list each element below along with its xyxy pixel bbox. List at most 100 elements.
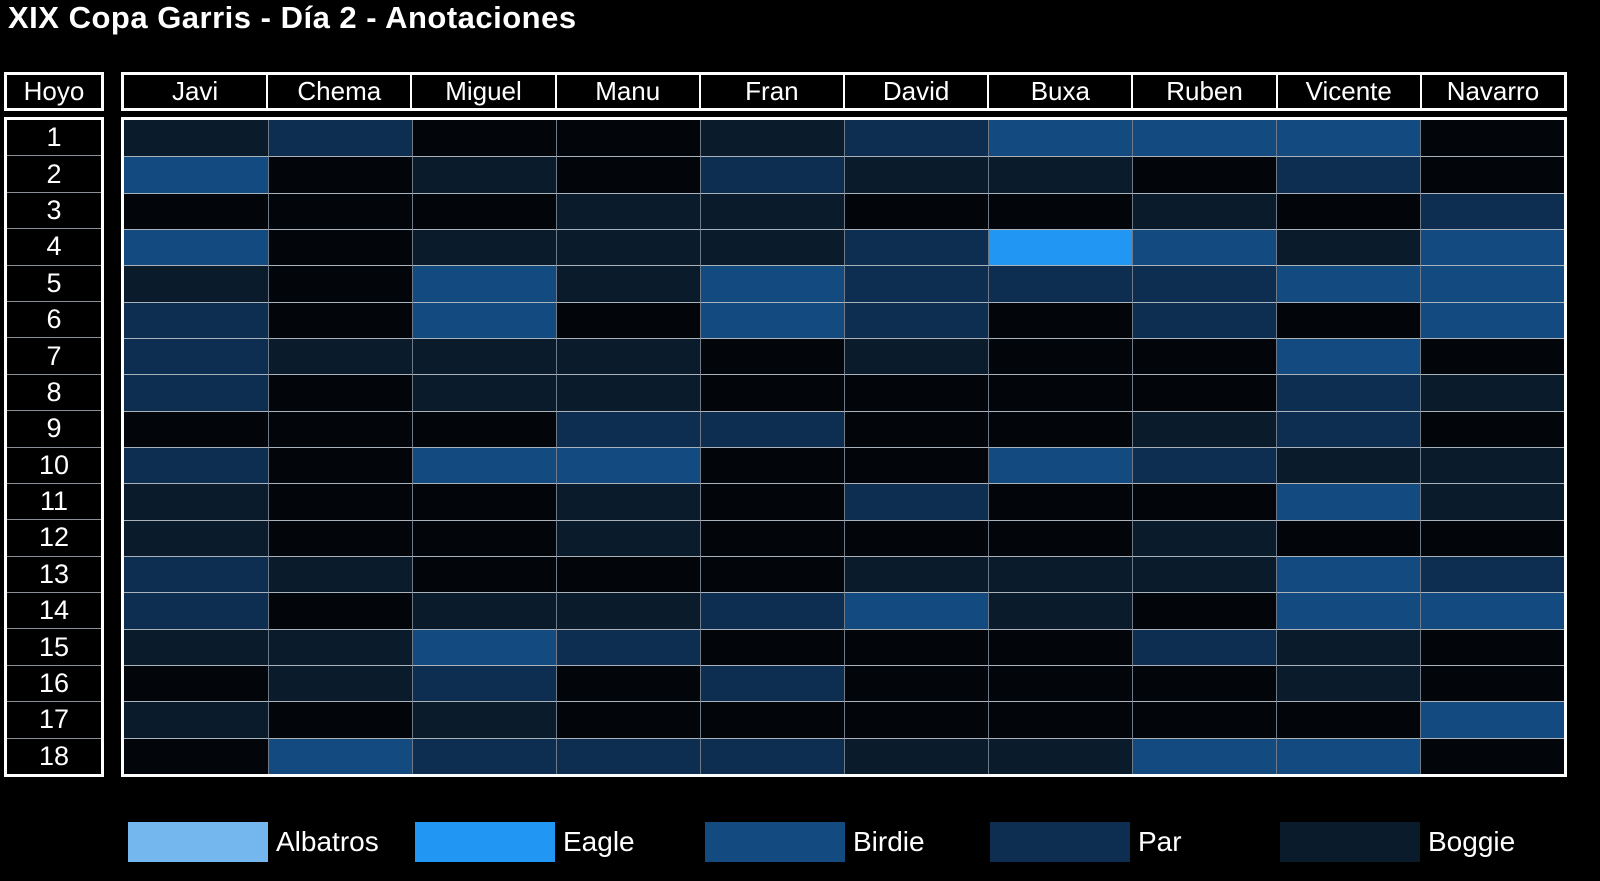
heatmap-cell — [1420, 120, 1564, 157]
heatmap-cell — [268, 628, 412, 665]
player-header-fran: Fran — [698, 75, 843, 108]
heatmap-cell — [124, 592, 268, 629]
heatmap-cell — [556, 301, 700, 338]
heatmap-cell — [268, 265, 412, 302]
heatmap-cell — [988, 156, 1132, 193]
heatmap-cell — [1276, 410, 1420, 447]
heatmap-cell — [988, 737, 1132, 774]
heatmap-cell — [412, 483, 556, 520]
legend-swatch-boggie — [1280, 822, 1420, 862]
heatmap-cell — [700, 628, 844, 665]
heatmap-cell — [1420, 483, 1564, 520]
heatmap-cell — [1132, 519, 1276, 556]
heatmap-cell — [1132, 592, 1276, 629]
heatmap-cell — [1276, 374, 1420, 411]
heatmap-cell — [124, 192, 268, 229]
player-header-david: David — [843, 75, 987, 108]
heatmap-cell — [988, 301, 1132, 338]
heatmap-cell — [268, 120, 412, 157]
heatmap-cell — [988, 592, 1132, 629]
heatmap-cell — [1132, 446, 1276, 484]
heatmap-cell — [844, 446, 988, 484]
heatmap-cell — [412, 301, 556, 338]
heatmap-cell — [844, 228, 988, 266]
legend-swatch-birdie — [705, 822, 845, 862]
heatmap-cell — [412, 555, 556, 593]
heatmap-cell — [412, 228, 556, 266]
heatmap-cell — [844, 737, 988, 774]
heatmap-cell — [268, 519, 412, 556]
heatmap-cell — [844, 156, 988, 193]
heatmap-cell — [700, 737, 844, 774]
heatmap-cell — [988, 519, 1132, 556]
heatmap-cell — [556, 156, 700, 193]
heatmap-cell — [1276, 337, 1420, 375]
player-header-navarro: Navarro — [1419, 75, 1564, 108]
heatmap-cell — [1420, 664, 1564, 702]
hole-label-18: 18 — [7, 737, 101, 774]
heatmap-cell — [844, 192, 988, 229]
heatmap-cell — [268, 156, 412, 193]
heatmap-cell — [1420, 192, 1564, 229]
heatmap-cell — [124, 265, 268, 302]
heatmap-cell — [1132, 301, 1276, 338]
legend-label: Eagle — [563, 826, 635, 857]
heatmap-cell — [1132, 337, 1276, 375]
player-header-miguel: Miguel — [410, 75, 554, 108]
heatmap-cell — [700, 410, 844, 447]
heatmap-cell — [700, 701, 844, 738]
heatmap-cell — [412, 446, 556, 484]
heatmap-cell — [1420, 228, 1564, 266]
heatmap-cell — [412, 519, 556, 556]
heatmap-cell — [124, 737, 268, 774]
heatmap-cell — [268, 555, 412, 593]
heatmap-cell — [1132, 192, 1276, 229]
hole-label-2: 2 — [7, 155, 101, 191]
page-title: XIX Copa Garris - Día 2 - Anotaciones — [8, 0, 577, 35]
heatmap-cell — [988, 192, 1132, 229]
heatmap-cell — [988, 374, 1132, 411]
hole-label-13: 13 — [7, 555, 101, 592]
heatmap-cell — [844, 664, 988, 702]
heatmap-cell — [412, 156, 556, 193]
heatmap-cell — [1132, 228, 1276, 266]
heatmap-cell — [124, 701, 268, 738]
legend-swatch-eagle — [415, 822, 555, 862]
heatmap-cell — [124, 228, 268, 266]
heatmap-cell — [124, 337, 268, 375]
legend-swatch-par — [990, 822, 1130, 862]
heatmap-cell — [556, 192, 700, 229]
hole-label-9: 9 — [7, 410, 101, 446]
heatmap-cell — [556, 701, 700, 738]
heatmap-cell — [1132, 483, 1276, 520]
heatmap-cell — [556, 628, 700, 665]
heatmap-cell — [1276, 555, 1420, 593]
hole-label-7: 7 — [7, 337, 101, 373]
heatmap-cell — [1276, 192, 1420, 229]
heatmap-cell — [1420, 410, 1564, 447]
heatmap-cell — [1132, 156, 1276, 193]
heatmap-cell — [700, 265, 844, 302]
heatmap-cell — [1420, 301, 1564, 338]
legend-swatch-albatros — [128, 822, 268, 862]
heatmap-cell — [844, 265, 988, 302]
heatmap-cell — [1276, 701, 1420, 738]
legend: Albatros Eagle Birdie Par Boggie — [0, 822, 1600, 862]
hole-column-header: Hoyo — [4, 72, 104, 111]
legend-item-eagle: Eagle — [415, 822, 635, 862]
heatmap-cell — [1276, 628, 1420, 665]
heatmap-cell — [1420, 519, 1564, 556]
player-header-chema: Chema — [266, 75, 410, 108]
heatmap-cell — [1132, 374, 1276, 411]
heatmap-cell — [700, 374, 844, 411]
heatmap-cell — [124, 664, 268, 702]
heatmap-cell — [988, 265, 1132, 302]
heatmap-cell — [268, 374, 412, 411]
heatmap-cell — [124, 555, 268, 593]
heatmap-cell — [700, 228, 844, 266]
heatmap-cell — [124, 120, 268, 157]
heatmap-cell — [1276, 265, 1420, 302]
player-header-vicente: Vicente — [1275, 75, 1420, 108]
heatmap-cell — [844, 519, 988, 556]
heatmap-cell — [268, 337, 412, 375]
